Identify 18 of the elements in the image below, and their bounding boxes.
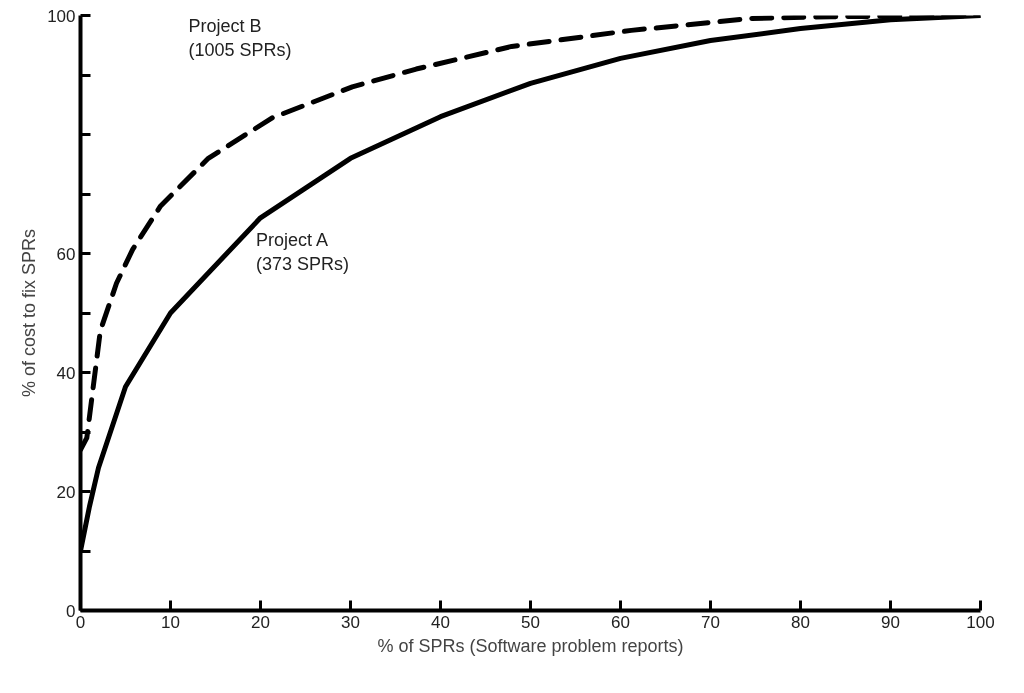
text: Project B (1005 SPRs) xyxy=(188,15,292,60)
series-label: Project A (373 SPRs) xyxy=(256,229,350,274)
y-tick-label: 40 xyxy=(56,363,76,383)
y-tick-label: 60 xyxy=(56,244,76,264)
x-axis-title: % of SPRs (Software problem reports) xyxy=(377,635,684,656)
x-tick-label: 30 xyxy=(341,612,360,632)
x-tick-label: 60 xyxy=(611,612,630,632)
x-tick-label: 40 xyxy=(431,612,450,632)
x-tick-label: 90 xyxy=(881,612,900,632)
x-tick-label: 20 xyxy=(251,612,270,632)
x-tick-label: 10 xyxy=(161,612,180,632)
y-tick-label: 20 xyxy=(56,482,76,502)
x-tick-label: 100 xyxy=(966,612,995,632)
x-tick-label: 70 xyxy=(701,612,720,632)
x-tick-label: 50 xyxy=(521,612,540,632)
y-tick-label: 100 xyxy=(47,6,76,26)
y-axis-title: % of cost to fix SPRs xyxy=(19,228,40,398)
x-tick-label: 80 xyxy=(791,612,810,632)
